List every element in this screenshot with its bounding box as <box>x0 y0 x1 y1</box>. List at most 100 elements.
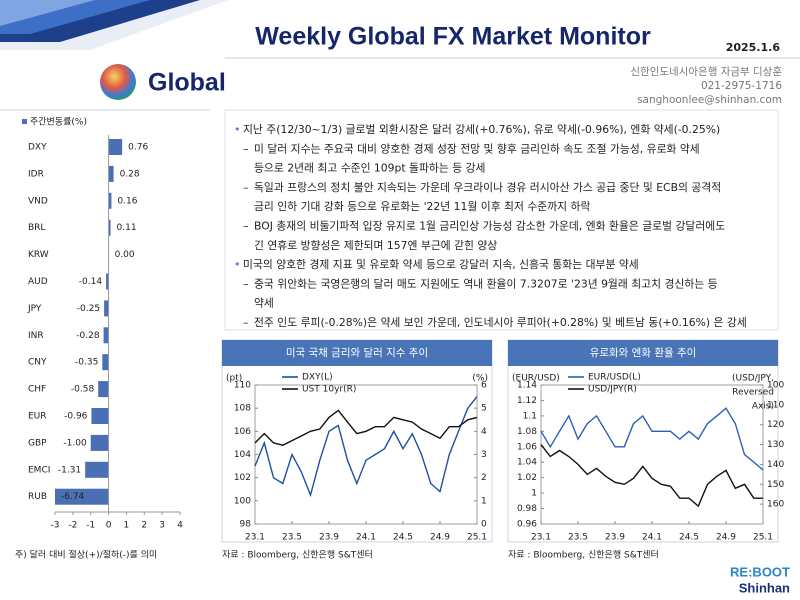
legend-label: UST 10yr(R) <box>302 385 356 395</box>
list-marker: – <box>243 277 249 290</box>
value-label: 0.16 <box>117 196 137 206</box>
y-tick-label: 102 <box>234 473 251 483</box>
bar <box>103 327 109 344</box>
y2-tick-label: 130 <box>767 440 784 450</box>
bar <box>102 354 109 371</box>
bar <box>108 192 112 209</box>
y-tick-label: 1.08 <box>517 427 537 437</box>
category-label: CHF <box>28 385 46 395</box>
category-label: BRL <box>28 223 45 233</box>
category-label: VND <box>28 196 48 206</box>
value-label: -1.00 <box>63 438 87 448</box>
y2-axis-label: Reversed <box>732 388 774 398</box>
bar <box>98 381 109 398</box>
y-axis-label: (EUR/USD) <box>512 374 560 384</box>
category-label: GBP <box>28 438 47 448</box>
summary-line: 중국 위안화는 국영은행의 달러 매도 지원에도 역내 환율이 7.3207로 … <box>254 276 718 290</box>
value-label: -1.31 <box>58 465 81 475</box>
x-tick-label: 2 <box>141 521 147 531</box>
bar <box>104 300 109 317</box>
author-phone: 021-2975-1716 <box>701 80 782 92</box>
y-tick-label: 1.04 <box>517 458 537 468</box>
x-tick-label: 24.1 <box>642 533 662 543</box>
category-label: JPY <box>27 304 42 314</box>
y2-tick-label: 5 <box>481 404 487 414</box>
list-marker: – <box>243 220 249 233</box>
series-line <box>254 409 478 446</box>
bar <box>106 273 109 290</box>
y2-tick-label: 140 <box>767 460 784 470</box>
y2-tick-label: 120 <box>767 420 784 430</box>
chart-header <box>222 340 492 366</box>
category-label: RUB <box>28 492 47 502</box>
chart-frame <box>507 339 779 543</box>
x-tick-label: 24.1 <box>356 533 376 543</box>
y2-tick-label: 100 <box>767 381 784 391</box>
y-tick-label: 1.14 <box>517 381 537 391</box>
x-tick-label: 3 <box>159 521 165 531</box>
x-tick-label: -2 <box>68 521 77 531</box>
bar-group <box>55 139 123 505</box>
chart-title: 미국 국채 금리와 달러 지수 추이 <box>286 347 428 359</box>
y2-tick-label: 0 <box>481 520 487 530</box>
y-tick-label: 1.1 <box>523 411 537 421</box>
value-label: 0.28 <box>120 169 140 179</box>
y-tick-label: 1.02 <box>517 473 537 483</box>
note: 주) 달러 대비 절상(+)/절하(-)를 의미 <box>15 549 157 561</box>
summary-line: 미국의 양호한 경제 지표 및 유로화 약세 등으로 강달러 지속, 신흥국 통… <box>243 257 639 271</box>
category-label: IDR <box>28 169 44 179</box>
y2-tick-label: 4 <box>481 427 487 437</box>
y-tick-label: 0.96 <box>517 520 537 530</box>
value-label: -0.28 <box>76 331 100 341</box>
y2-tick-label: 150 <box>767 480 784 490</box>
y2-tick-label: 160 <box>767 500 784 510</box>
x-tick-label: 1 <box>124 521 130 531</box>
series-line <box>254 396 478 498</box>
globe-icon <box>100 64 136 100</box>
summary-line: 미 달러 지수는 주요국 대비 양호한 경제 성장 전망 및 향후 금리인하 속… <box>254 141 700 155</box>
summary-line: 독일과 프랑스의 정치 불안 지속되는 가운데 우크라이나 경유 러시아산 가스… <box>254 180 721 194</box>
y-tick-label: 110 <box>234 381 251 391</box>
bar <box>90 434 109 451</box>
source: 자료 : Bloomberg, 신한은행 S&T센터 <box>222 549 373 561</box>
category-label: EUR <box>28 412 47 422</box>
y-tick-label: 104 <box>234 450 251 460</box>
value-label: 0.11 <box>117 223 137 233</box>
x-tick-label: 23.9 <box>605 533 625 543</box>
category-label: DXY <box>28 143 47 153</box>
category-label: EMCI <box>28 465 50 475</box>
x-tick-label: 24.9 <box>716 533 736 543</box>
x-tick-label: 24.9 <box>430 533 450 543</box>
y-tick-label: 0.98 <box>517 504 537 514</box>
title: Weekly Global FX Market Monitor <box>255 23 651 51</box>
value-label: -0.96 <box>64 412 88 422</box>
y-tick-label: 108 <box>234 404 251 414</box>
x-tick-label: 24.5 <box>393 533 413 543</box>
series-line <box>540 444 763 508</box>
list-marker: – <box>243 181 249 194</box>
bar <box>108 139 123 155</box>
y-tick-label: 1.06 <box>517 442 537 452</box>
x-tick-label: 0 <box>106 521 112 531</box>
bar <box>108 165 114 182</box>
summary-line: 금리 인하 기대 강화 등으로 유로화는 '22년 11월 이후 최저 수준까지… <box>254 199 590 213</box>
logo-top: RE:BOOT <box>730 564 790 579</box>
x-tick-label: 23.5 <box>282 533 302 543</box>
bar <box>85 461 109 478</box>
logo-bottom: Shinhan <box>739 580 790 595</box>
list-marker: – <box>243 142 249 155</box>
category-label: AUD <box>28 277 48 287</box>
legend-label: 주간변동률(%) <box>30 117 87 128</box>
author-email: sanghoonlee@shinhan.com <box>637 94 782 106</box>
value-label: -6.74 <box>61 492 85 502</box>
summary-line: 약세 <box>254 296 274 310</box>
x-tick-label: 23.9 <box>319 533 339 543</box>
y2-tick-label: 2 <box>481 473 487 483</box>
value-label: 0.00 <box>115 250 135 260</box>
y2-tick-label: 1 <box>481 496 487 506</box>
y2-tick-label: 6 <box>481 381 487 391</box>
summary-line: 긴 연휴로 방향성은 제한되며 157엔 부근에 갇힌 양상 <box>254 239 497 252</box>
source: 자료 : Bloomberg, 신한은행 S&T센터 <box>508 549 659 561</box>
y-tick-label: 1.12 <box>517 396 537 406</box>
